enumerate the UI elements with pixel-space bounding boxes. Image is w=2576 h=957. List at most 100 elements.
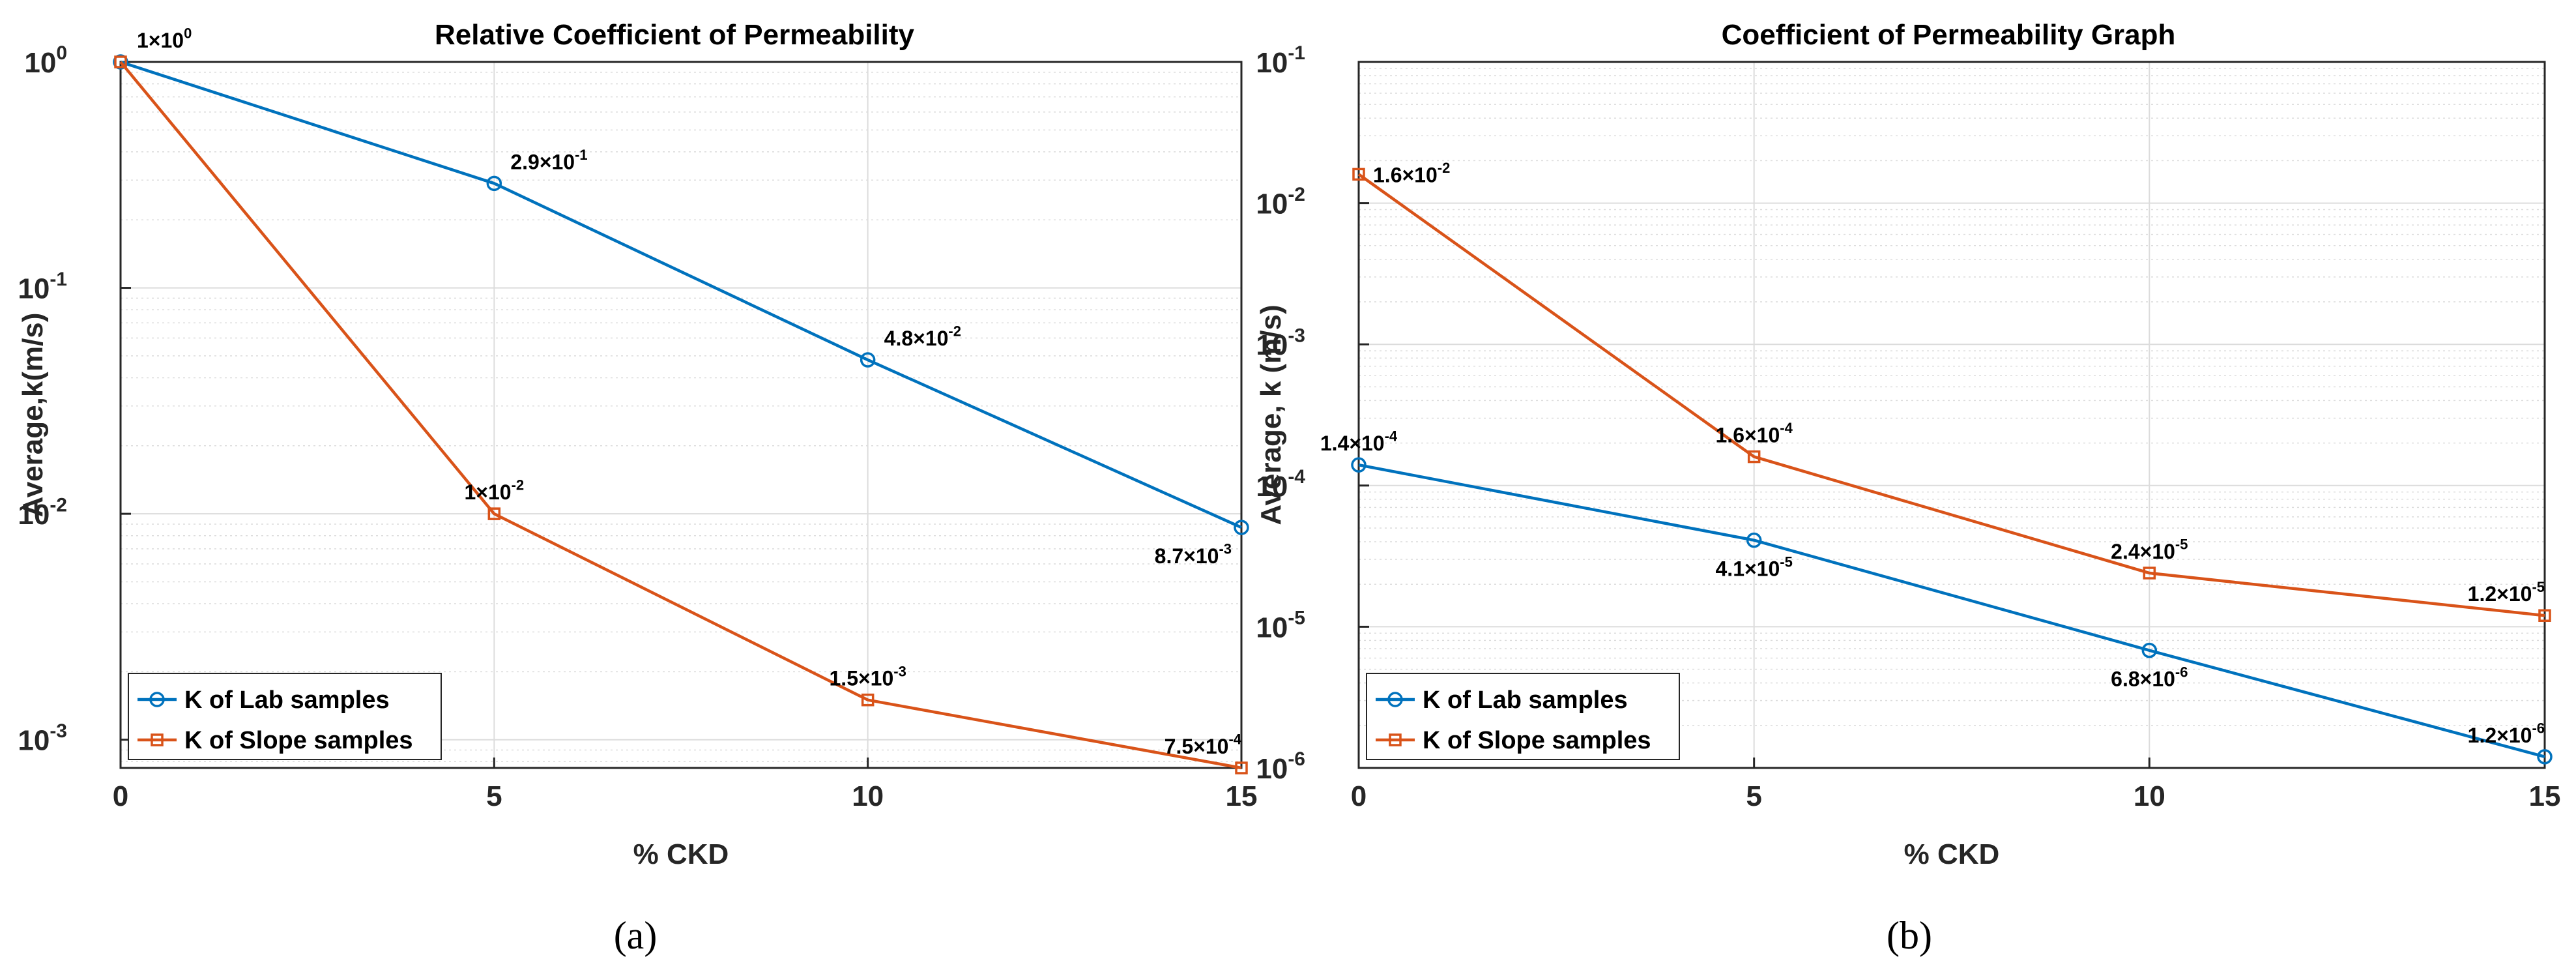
y-tick-label-exp: -2 xyxy=(50,494,67,516)
data-label-base: 2.4×10 xyxy=(2111,540,2175,563)
data-label-exp: -4 xyxy=(1385,428,1398,445)
data-point xyxy=(2143,567,2156,580)
data-label-exp: -5 xyxy=(2175,537,2188,553)
panel-b-chart: 0 5 10 1510-110-210-310-410-510-6Coefficien… xyxy=(1255,19,2560,870)
y-tick-label: 10-3 xyxy=(1256,325,1305,361)
legend-marker xyxy=(1387,692,1403,707)
y-tick-label-exp: 0 xyxy=(56,42,67,64)
data-label-exp: -5 xyxy=(2532,579,2545,595)
data-label: 8.7×10-3 xyxy=(1155,541,1232,568)
data-label-base: 1.2×10 xyxy=(2468,582,2532,606)
data-label: 2.9×10-1 xyxy=(510,147,587,173)
axes-box xyxy=(119,61,1243,769)
y-tick-label: 10-2 xyxy=(1256,184,1305,220)
legend: K of Lab samples K of Slope samples xyxy=(128,673,442,760)
data-point xyxy=(861,693,875,707)
data-label-base: 1.6×10 xyxy=(1373,163,1438,186)
x-tick-label: 15 xyxy=(2529,780,2561,812)
series-lab: 1.4×10-44.1×10-56.8×10-61.2×10-6 xyxy=(1320,428,2553,765)
data-point xyxy=(113,54,128,70)
data-label-base: 1.5×10 xyxy=(830,667,894,690)
y-tick-label: 10-3 xyxy=(18,720,67,757)
data-label: 6.8×10-6 xyxy=(2111,664,2188,690)
y-tick-label: 100 xyxy=(24,42,67,79)
data-label: 1.4×10-4 xyxy=(1320,428,1398,455)
data-label-base: 1.2×10 xyxy=(2468,724,2532,747)
caption-a: (a) xyxy=(614,914,658,957)
y-tick-label-base: 10 xyxy=(24,47,56,79)
legend-marker xyxy=(149,692,165,707)
series-slope: 1.6×10-21.6×10-42.4×10-51.2×10-5 xyxy=(1352,160,2551,622)
series-line xyxy=(1357,173,2545,617)
data-label: 1.2×10-5 xyxy=(2468,579,2545,606)
data-label: 1.6×10-2 xyxy=(1373,160,1450,186)
data-label-base: 2.9×10 xyxy=(510,150,575,173)
data-label-exp: -2 xyxy=(1438,160,1451,176)
data-label-base: 1×10 xyxy=(465,480,512,504)
data-label: 1.6×10-4 xyxy=(1716,420,1793,447)
y-tick-label-exp: -6 xyxy=(1288,748,1305,770)
axes-box xyxy=(1357,61,2546,769)
y-tick-label: 10-1 xyxy=(1256,42,1305,79)
y-tick-label: 10-1 xyxy=(18,269,67,305)
data-point xyxy=(1746,532,1762,548)
data-label-exp: -1 xyxy=(575,147,588,163)
y-tick-label-base: 10 xyxy=(1256,188,1288,220)
legend-entry: K of Lab samples xyxy=(1423,686,1628,714)
data-label-exp: -2 xyxy=(512,477,525,493)
y-tick-label-base: 10 xyxy=(18,273,50,305)
y-axis-label: Average, k (m/s) xyxy=(1255,304,1287,525)
data-label-exp: -4 xyxy=(1780,420,1793,436)
legend-entry: K of Slope samples xyxy=(1423,727,1651,754)
data-label-base: 1.4×10 xyxy=(1320,432,1385,455)
y-tick-label-exp: -1 xyxy=(50,269,67,290)
data-label: 4.8×10-2 xyxy=(884,323,961,350)
y-axis-label: Average,k(m/s) xyxy=(17,313,49,518)
data-label: 1×100 xyxy=(137,25,192,52)
caption-b: (b) xyxy=(1887,914,1932,957)
data-label-exp: -5 xyxy=(1780,553,1793,570)
data-point xyxy=(1352,168,1365,181)
y-tick-label: 10-2 xyxy=(18,494,67,531)
data-point xyxy=(1351,457,1367,473)
data-label-exp: -3 xyxy=(893,663,906,679)
x-tick-label: 15 xyxy=(1226,780,1258,812)
plot-area xyxy=(1359,62,2545,768)
data-point xyxy=(1235,761,1248,774)
series-line xyxy=(120,60,1242,529)
y-tick-label-exp: -4 xyxy=(1288,466,1305,488)
data-point xyxy=(487,507,501,520)
data-label-exp: 0 xyxy=(184,25,192,42)
y-tick-label-exp: -1 xyxy=(1288,42,1305,64)
data-label: 4.1×10-5 xyxy=(1716,553,1793,580)
legend-entry: K of Slope samples xyxy=(184,727,413,754)
series-line xyxy=(1358,463,2545,759)
y-tick-label: 10-4 xyxy=(1256,466,1305,503)
series-line xyxy=(119,61,1242,770)
data-point xyxy=(114,55,127,68)
data-point xyxy=(2537,749,2553,765)
data-label-base: 4.8×10 xyxy=(884,327,949,350)
legend-box xyxy=(128,673,442,760)
y-tick-label-base: 10 xyxy=(18,499,50,531)
y-tick-label-base: 10 xyxy=(1256,611,1288,643)
data-label-base: 6.8×10 xyxy=(2111,668,2175,691)
data-label: 1×10-2 xyxy=(465,477,525,504)
x-axis-label: % CKD xyxy=(1904,838,2000,870)
data-label: 7.5×10-4 xyxy=(1165,731,1242,758)
data-label-base: 1.6×10 xyxy=(1716,424,1780,447)
x-tick-label: 10 xyxy=(852,780,884,812)
data-label-exp: -3 xyxy=(1219,541,1232,557)
data-label-base: 8.7×10 xyxy=(1155,544,1219,568)
x-tick-label: 0 xyxy=(113,780,128,812)
plot-area xyxy=(121,62,1241,768)
y-tick-label-exp: -3 xyxy=(1288,325,1305,346)
y-tick-label-base: 10 xyxy=(1256,471,1288,503)
data-label-base: 4.1×10 xyxy=(1716,557,1780,581)
data-point xyxy=(2141,642,2158,658)
y-tick-label-exp: -3 xyxy=(50,720,67,742)
chart-title: Coefficient of Permeability Graph xyxy=(1722,19,2176,51)
